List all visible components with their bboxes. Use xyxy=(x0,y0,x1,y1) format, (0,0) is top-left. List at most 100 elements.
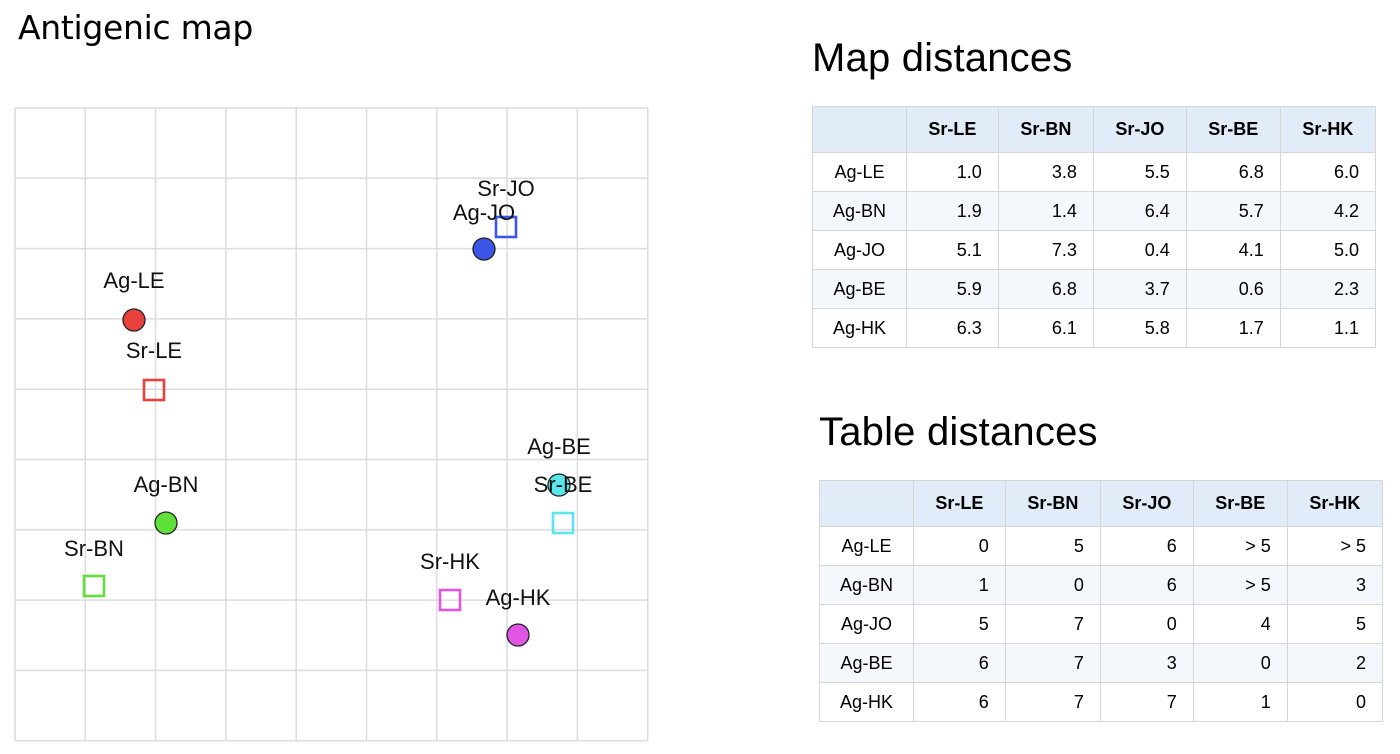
row-header: Ag-BE xyxy=(819,643,914,683)
table-row: Ag-HK 6 7 7 1 0 xyxy=(819,682,1384,722)
table-cell: 6.4 xyxy=(1092,191,1187,231)
table-cell: 0 xyxy=(1192,643,1288,683)
antigen-point-ag-hk xyxy=(506,623,530,647)
point-label: Ag-JO xyxy=(453,200,515,225)
table-cell: 1 xyxy=(1192,682,1288,722)
serum-point-sr-be xyxy=(551,511,575,535)
point-label: Sr-LE xyxy=(126,338,182,363)
table-cell: 4.1 xyxy=(1185,230,1281,270)
table-header-row: Sr-LE Sr-BN Sr-JO Sr-BE Sr-HK xyxy=(812,106,1377,153)
table-row: Ag-BE 6 7 3 0 2 xyxy=(819,643,1384,683)
table-cell: 6.8 xyxy=(997,269,1094,309)
table-cell: 6 xyxy=(1099,526,1194,566)
row-header: Ag-HK xyxy=(812,308,907,348)
table-cell: 6.0 xyxy=(1279,152,1377,192)
row-header: Ag-LE xyxy=(812,152,907,192)
table-cell: 1.0 xyxy=(906,152,999,192)
point-label: Sr-BN xyxy=(64,536,124,561)
point-label: Sr-BE xyxy=(534,472,593,497)
table-distances-title: Table distances xyxy=(819,410,1098,454)
table-cell: 4.2 xyxy=(1279,191,1377,231)
table-cell: 3 xyxy=(1286,565,1384,605)
table-cell: 0.4 xyxy=(1092,230,1187,270)
serum-point-sr-jo xyxy=(494,215,518,239)
table-row: Ag-BN 1.9 1.4 6.4 5.7 4.2 xyxy=(812,191,1377,231)
serum-point-sr-le xyxy=(142,378,166,402)
table-row: Ag-BE 5.9 6.8 3.7 0.6 2.3 xyxy=(812,269,1377,309)
map-distances-title: Map distances xyxy=(812,36,1073,80)
table-cell: 7 xyxy=(1099,682,1194,722)
table-cell: 1.9 xyxy=(906,191,999,231)
table-cell: 1.7 xyxy=(1185,308,1281,348)
table-cell: 5 xyxy=(1286,604,1384,644)
table-cell: 1 xyxy=(913,565,1006,605)
column-header: Sr-BE xyxy=(1192,480,1288,527)
table-cell: 7 xyxy=(1004,604,1101,644)
table-header-row: Sr-LE Sr-BN Sr-JO Sr-BE Sr-HK xyxy=(819,480,1384,527)
table-cell: 6.8 xyxy=(1185,152,1281,192)
table-cell: 5.0 xyxy=(1279,230,1377,270)
row-header: Ag-BE xyxy=(812,269,907,309)
table-cell: 0 xyxy=(1099,604,1194,644)
column-header: Sr-LE xyxy=(913,480,1006,527)
point-label: Ag-LE xyxy=(103,268,164,293)
table-cell: 2 xyxy=(1286,643,1384,683)
antigen-point-ag-be xyxy=(547,473,571,497)
table-cell: 6.1 xyxy=(997,308,1094,348)
table-cell: 7.3 xyxy=(997,230,1094,270)
point-label: Ag-BE xyxy=(527,434,591,459)
table-row: Ag-LE 0 5 6 > 5 > 5 xyxy=(819,526,1384,566)
row-header: Ag-LE xyxy=(819,526,914,566)
table-corner-cell xyxy=(812,106,907,153)
table-cell: 5.1 xyxy=(906,230,999,270)
row-header: Ag-JO xyxy=(819,604,914,644)
point-label: Ag-BN xyxy=(134,472,199,497)
table-cell: 3.7 xyxy=(1092,269,1187,309)
table-distances-table: Sr-LE Sr-BN Sr-JO Sr-BE Sr-HK Ag-LE 0 5 … xyxy=(819,480,1384,722)
table-row: Ag-JO 5.1 7.3 0.4 4.1 5.0 xyxy=(812,230,1377,270)
table-cell: 0 xyxy=(1286,682,1384,722)
table-row: Ag-LE 1.0 3.8 5.5 6.8 6.0 xyxy=(812,152,1377,192)
table-cell: 5 xyxy=(1004,526,1101,566)
table-cell: 2.3 xyxy=(1279,269,1377,309)
table-cell: 5 xyxy=(913,604,1006,644)
column-header: Sr-JO xyxy=(1092,106,1187,153)
table-cell: 1.4 xyxy=(997,191,1094,231)
row-header: Ag-BN xyxy=(819,565,914,605)
table-cell: 0 xyxy=(1004,565,1101,605)
antigen-point-ag-jo xyxy=(472,237,496,261)
antigen-point-ag-bn xyxy=(154,511,178,535)
row-header: Ag-JO xyxy=(812,230,907,270)
page-title: Antigenic map xyxy=(18,8,253,47)
column-header: Sr-HK xyxy=(1286,480,1384,527)
map-grid xyxy=(14,107,649,742)
table-cell: 4 xyxy=(1192,604,1288,644)
row-header: Ag-HK xyxy=(819,682,914,722)
table-cell: 7 xyxy=(1004,682,1101,722)
table-cell: > 5 xyxy=(1192,565,1288,605)
map-distances-table: Sr-LE Sr-BN Sr-JO Sr-BE Sr-HK Ag-LE 1.0 … xyxy=(812,106,1377,348)
serum-point-sr-hk xyxy=(438,588,462,612)
row-header: Ag-BN xyxy=(812,191,907,231)
table-cell: 6 xyxy=(913,643,1006,683)
table-cell: 0.6 xyxy=(1185,269,1281,309)
table-cell: > 5 xyxy=(1286,526,1384,566)
table-cell: > 5 xyxy=(1192,526,1288,566)
table-cell: 5.5 xyxy=(1092,152,1187,192)
table-cell: 6.3 xyxy=(906,308,999,348)
table-corner-cell xyxy=(819,480,914,527)
table-cell: 3 xyxy=(1099,643,1194,683)
column-header: Sr-BN xyxy=(997,106,1094,153)
antigen-point-ag-le xyxy=(122,308,146,332)
point-label: Ag-HK xyxy=(486,585,551,610)
table-row: Ag-BN 1 0 6 > 5 3 xyxy=(819,565,1384,605)
table-row: Ag-JO 5 7 0 4 5 xyxy=(819,604,1384,644)
table-cell: 5.8 xyxy=(1092,308,1187,348)
table-cell: 6 xyxy=(913,682,1006,722)
table-cell: 5.9 xyxy=(906,269,999,309)
column-header: Sr-BE xyxy=(1185,106,1281,153)
column-header: Sr-JO xyxy=(1099,480,1194,527)
table-cell: 7 xyxy=(1004,643,1101,683)
table-cell: 3.8 xyxy=(997,152,1094,192)
